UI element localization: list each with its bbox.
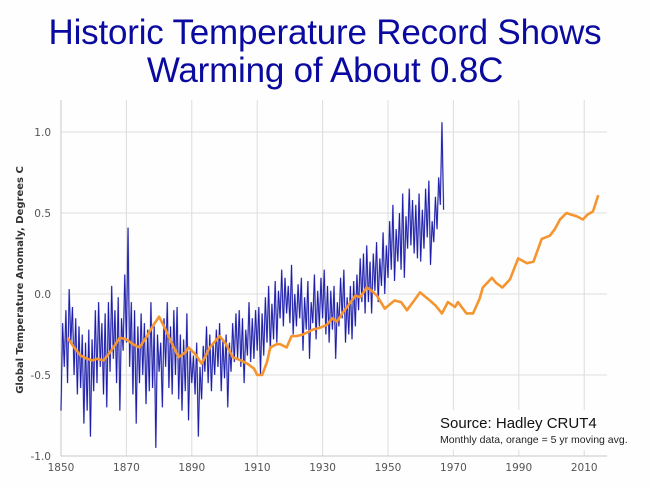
y-tick-label: -1.0 xyxy=(31,451,52,463)
source-box xyxy=(432,410,612,450)
monthly-line-halo xyxy=(60,122,445,448)
source-note: Monthly data, orange = 5 yr moving avg. xyxy=(440,434,628,446)
y-axis-label: Global Temperature Anomaly, Degrees C xyxy=(15,166,26,394)
chart-title-line-1: Historic Temperature Record Shows xyxy=(48,13,602,52)
moving-average-series xyxy=(66,194,600,377)
source-title: Source: Hadley CRUT4 xyxy=(440,415,597,432)
x-tick-label: 1950 xyxy=(375,462,402,474)
x-tick-label: 1970 xyxy=(440,462,467,474)
x-tick-label: 1870 xyxy=(113,462,140,474)
y-tick-labels: -1.0 -0.5 0.0 0.5 1.0 xyxy=(31,127,52,463)
x-tick-label: 1890 xyxy=(178,462,205,474)
x-tick-label: 1930 xyxy=(309,462,336,474)
chart-title-line-2: Warming of About 0.8C xyxy=(146,51,504,90)
chart-title: Historic Temperature Record Shows Warmin… xyxy=(0,14,650,90)
x-tick-label: 2010 xyxy=(571,462,598,474)
gridlines xyxy=(61,100,607,456)
x-tick-label: 1850 xyxy=(48,462,75,474)
y-tick-label: -0.5 xyxy=(31,370,52,382)
monthly-line xyxy=(60,122,445,448)
y-tick-label: 1.0 xyxy=(34,127,51,139)
moving-average-line xyxy=(66,194,600,377)
y-tick-label: 0.0 xyxy=(34,289,51,301)
x-tick-labels: 1850 1870 1890 1910 1930 1950 1970 1990 2010 xyxy=(48,462,598,474)
y-tick-label: 0.5 xyxy=(34,208,51,220)
x-tick-label: 1990 xyxy=(505,462,532,474)
x-tick-label: 1910 xyxy=(244,462,271,474)
monthly-series xyxy=(60,122,445,448)
